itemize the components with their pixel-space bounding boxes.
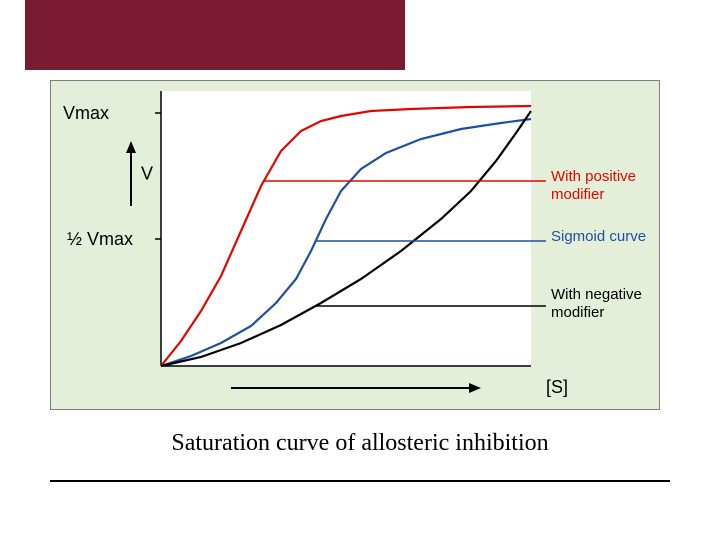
footer-divider xyxy=(50,480,670,482)
legend-positive-modifier: With positive xyxy=(551,168,636,185)
y-label-half-vmax: ½ Vmax xyxy=(67,229,133,249)
legend-negative-modifier-line2: modifier xyxy=(551,304,604,321)
legend-sigmoid-curve: Sigmoid curve xyxy=(551,228,646,245)
y-label-vmax: Vmax xyxy=(63,103,109,123)
chart-panel: Vmax ½ Vmax V With positive modifier Sig… xyxy=(50,80,660,410)
x-axis-substrate-label: [S] xyxy=(546,377,568,397)
slide-title-bar xyxy=(25,0,405,70)
legend-positive-modifier-line2: modifier xyxy=(551,186,604,203)
y-axis-velocity-label: V xyxy=(141,164,153,184)
chart-caption: Saturation curve of allosteric inhibitio… xyxy=(0,430,720,457)
legend-negative-modifier: With negative xyxy=(551,286,642,303)
saturation-curve-chart: Vmax ½ Vmax V With positive modifier Sig… xyxy=(51,81,659,409)
